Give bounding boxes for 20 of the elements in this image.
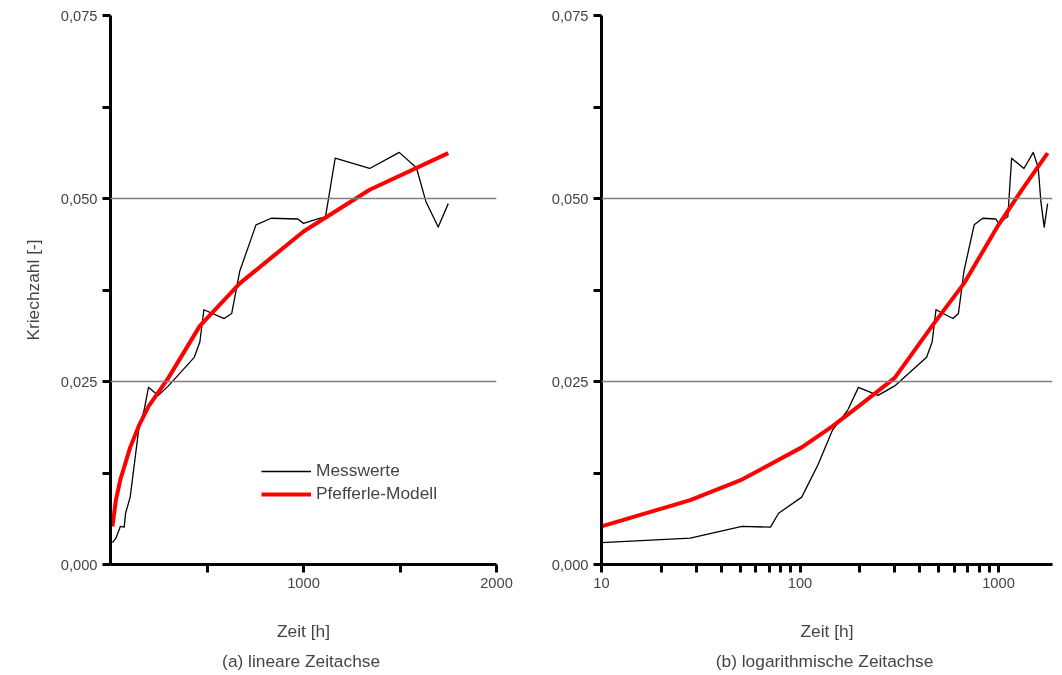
x-axis-title: Zeit [h] [800,620,854,641]
text: (b) logarithmische Zeitachse [715,650,934,671]
x-tick-label: 100 [787,574,813,591]
text: (a) lineare Zeitachse [222,650,381,671]
y-axis-title: Kriechzahl [-] [22,239,43,341]
x-tick-label: 10 [593,574,610,591]
y-tick-label: 0,025 [60,373,98,390]
y-tick-label: 0,000 [60,556,98,573]
x-tick-label: 1000 [287,574,320,591]
legend-label: Messwerte [316,460,400,481]
x-axis-title: Zeit [h] [277,620,330,641]
x-tick-label: 2000 [480,574,513,591]
y-tick-label: 0,000 [551,556,589,573]
y-tick-label: 0,025 [551,373,589,390]
x-tick-label: 1000 [982,574,1015,591]
y-tick-label: 0,050 [60,190,98,207]
y-tick-label: 0,075 [60,7,98,24]
y-tick-label: 0,075 [551,7,589,24]
y-tick-label: 0,050 [551,190,589,207]
legend-label: Pfefferle-Modell [316,483,438,504]
